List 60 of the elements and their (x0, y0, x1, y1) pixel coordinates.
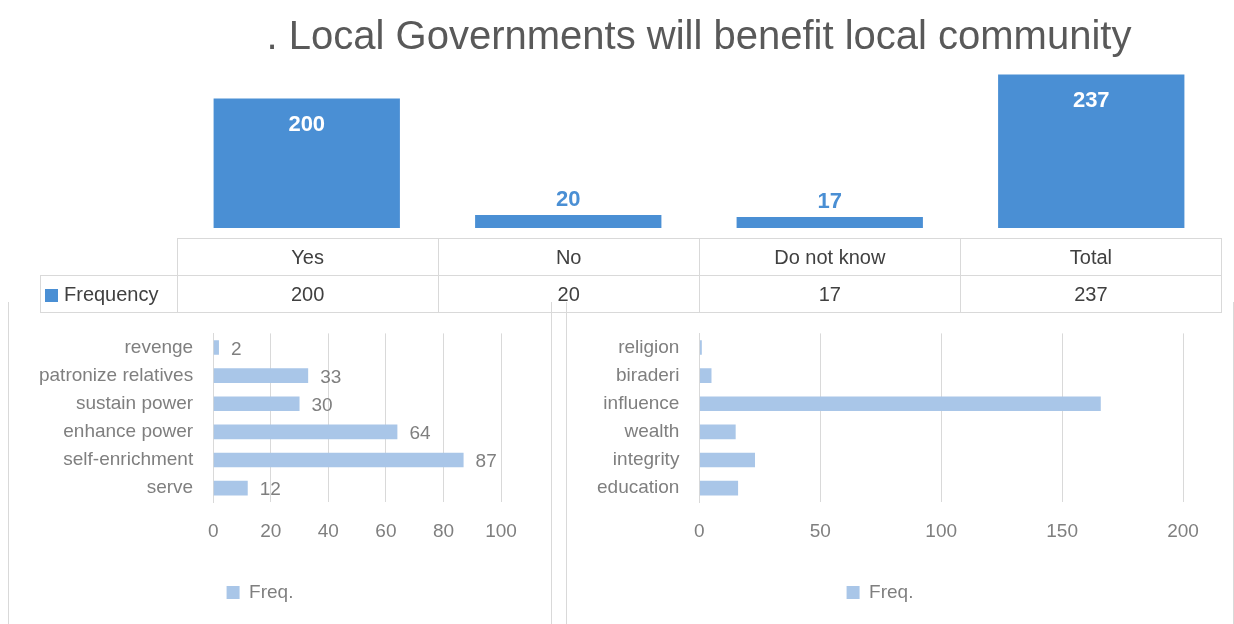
annotation: 200 (288, 111, 326, 137)
data-label: 200 (177, 275, 439, 313)
bar (699, 396, 1101, 412)
x-tick-label: 40 (317, 519, 339, 541)
annotation: 20 (556, 186, 581, 212)
y-tick-label: enhance power (63, 420, 194, 442)
chart-title: . Local Governments will benefit local community (266, 13, 1132, 58)
bar (213, 98, 400, 228)
annotation: 237 (1072, 87, 1110, 113)
bar (213, 396, 300, 412)
y-tick-label: education (597, 476, 680, 498)
y-tick-label: influence (603, 391, 680, 413)
bar (699, 480, 739, 496)
y-tick-label: self-enrichment (63, 448, 194, 470)
bar (213, 424, 398, 440)
bar (699, 368, 712, 383)
legend-label: Freq. (869, 580, 914, 602)
bar (699, 424, 736, 440)
bar (213, 368, 309, 383)
x-tick-label: 0 (207, 519, 219, 541)
annotation: 17 (817, 188, 842, 214)
data-label: 33 (320, 365, 342, 387)
data-label: 64 (409, 422, 431, 444)
y-tick-label: integrity (612, 448, 680, 470)
data-label: 20 (438, 275, 700, 313)
y-tick-label: serve (146, 476, 194, 498)
data-label: 30 (311, 393, 333, 415)
x-tick-label: 100 (925, 519, 958, 541)
data-label: 17 (699, 275, 961, 313)
y-tick-label: sustain power (75, 391, 194, 413)
bar (213, 452, 464, 468)
bar (736, 216, 923, 228)
x-tick-label: Total (960, 238, 1222, 276)
legend-label: Freq. (249, 580, 294, 602)
bar (998, 74, 1185, 228)
x-tick-label: Yes (177, 238, 439, 276)
x-tick-label: 0 (694, 519, 705, 541)
y-tick-label: religion (618, 335, 680, 357)
x-tick-label: Do not know (699, 238, 961, 276)
data-label: 237 (960, 275, 1222, 313)
data-label: 2 (230, 337, 242, 359)
x-tick-label: 20 (260, 519, 282, 541)
y-tick-label: biraderi (616, 363, 680, 385)
x-tick-label: 200 (1167, 519, 1199, 541)
bar (213, 340, 219, 355)
x-tick-label: No (438, 238, 700, 276)
data-label: 12 (259, 478, 281, 500)
bar (213, 480, 248, 496)
x-tick-label: 100 (485, 519, 517, 541)
bar (699, 452, 756, 468)
y-tick-label: patronize relatives (38, 363, 194, 385)
y-tick-label: wealth (623, 420, 680, 442)
x-tick-label: 60 (375, 519, 397, 541)
x-tick-label: 80 (432, 519, 455, 541)
bar (475, 215, 662, 228)
x-tick-label: 150 (1046, 519, 1078, 541)
y-tick-label: revenge (124, 335, 194, 357)
data-label: 87 (475, 450, 497, 472)
x-tick-label: 50 (809, 519, 831, 541)
legend-label: Frequency (40, 275, 178, 313)
